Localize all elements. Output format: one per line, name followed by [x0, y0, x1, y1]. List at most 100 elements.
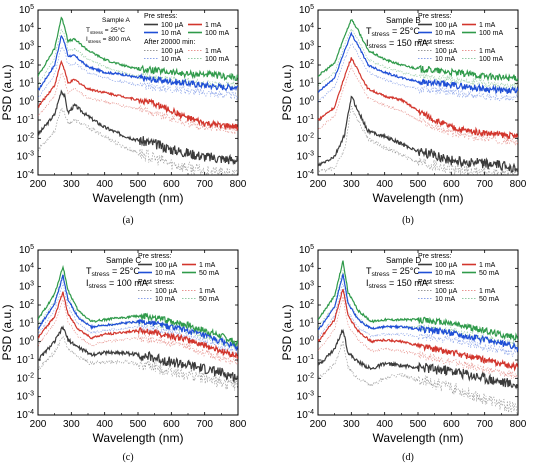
panel-caption: (b) — [402, 215, 414, 226]
y-tick-label: 10-3 — [297, 151, 314, 163]
series-post-1 — [38, 72, 238, 135]
y-tick-label: 105 — [299, 244, 314, 256]
x-axis-label: Wavelength (nm) — [93, 191, 184, 205]
y-tick-label: 100 — [19, 336, 34, 348]
sample-name: Sample B — [386, 16, 421, 25]
y-tick-label: 10-2 — [17, 132, 34, 144]
legend-entry: 100 µA — [435, 22, 458, 29]
legend-entry: 10 mA — [161, 30, 182, 37]
x-tick-label: 300 — [63, 179, 80, 190]
series-pre-0 — [318, 95, 518, 173]
y-tick-label: 103 — [19, 281, 34, 293]
y-tick-label: 100 — [19, 96, 34, 108]
x-tick-label: 200 — [310, 419, 327, 430]
legend-entry: 1 mA — [205, 48, 222, 55]
legend-entry: 100 µA — [161, 22, 184, 29]
legend-entry: 100 mA — [479, 30, 503, 37]
sample-name: Sample C — [106, 256, 141, 265]
stress-temperature: Tstress = 25°C — [86, 26, 125, 36]
x-axis-label: Wavelength (nm) — [373, 191, 464, 205]
x-tick-label: 300 — [63, 419, 80, 430]
y-tick-label: 102 — [299, 299, 314, 311]
panel-caption: (c) — [122, 452, 133, 463]
legend-entry: 1 mA — [479, 22, 496, 29]
y-tick-label: 10-2 — [297, 132, 314, 144]
series-group — [318, 260, 518, 415]
x-tick-label: 800 — [510, 419, 527, 430]
legend: Pre stress: 100 µA 1 mA 10 mA 50 mA Post stre… — [418, 253, 500, 303]
series-pre-1 — [38, 291, 238, 359]
legend-entry: 10 mA — [435, 30, 456, 37]
series-post-2 — [318, 283, 518, 357]
legend-post-title: After 20000 min: — [144, 39, 195, 46]
x-tick-label: 300 — [343, 179, 360, 190]
y-tick-label: 105 — [19, 4, 34, 16]
y-axis-label: PSD (a.u.) — [0, 304, 14, 360]
y-tick-label: 103 — [299, 281, 314, 293]
x-tick-label: 400 — [96, 179, 113, 190]
y-tick-label: 10-3 — [17, 391, 34, 403]
y-tick-label: 10-1 — [17, 354, 34, 366]
y-tick-label: 102 — [19, 299, 34, 311]
x-tick-label: 600 — [443, 179, 460, 190]
chart-panel-3: 200 300 400 500 600 700 800 10-4 10-3 10-2 10-1 100… — [0, 244, 247, 463]
legend-entry: 1 mA — [199, 262, 216, 269]
series-pre-1 — [318, 57, 518, 141]
x-tick-label: 500 — [130, 419, 147, 430]
legend-pre-title: Pre stress: — [144, 13, 178, 20]
y-tick-label: 10-1 — [297, 114, 314, 126]
stress-current: Istress = 100 mA — [86, 278, 148, 290]
chart-panel-2: 200 300 400 500 600 700 800 10-4 10-3 10-2 10-1 100… — [280, 4, 527, 226]
y-tick-label: 10-3 — [17, 151, 34, 163]
legend-entry: 100 mA — [205, 30, 229, 37]
y-tick-label: 10-4 — [17, 409, 34, 421]
y-tick-label: 10-4 — [297, 169, 314, 181]
y-axis-label: PSD (a.u.) — [0, 64, 14, 120]
y-tick-label: 103 — [19, 41, 34, 53]
legend-entry: 50 mA — [479, 296, 500, 303]
series-pre-2 — [318, 273, 518, 353]
x-tick-label: 800 — [230, 419, 247, 430]
legend-post-title: Post stress: — [418, 279, 455, 286]
legend: Pre stress: 100 µA 1 mA 10 mA 100 mA Post str… — [418, 13, 503, 63]
legend-entry: 1 mA — [479, 262, 496, 269]
legend-entry: 100 µA — [435, 48, 458, 55]
x-tick-label: 200 — [30, 419, 47, 430]
y-tick-label: 101 — [19, 317, 34, 329]
legend: Pre stress: 100 µA 1 mA 10 mA 50 mA Post stre… — [138, 253, 220, 303]
legend-entry: 10 mA — [161, 56, 182, 63]
y-tick-label: 10-2 — [17, 372, 34, 384]
legend-pre-title: Pre stress: — [418, 13, 452, 20]
stress-temperature: Tstress = 25°C — [86, 266, 140, 278]
x-tick-label: 700 — [196, 419, 213, 430]
legend-entry: 10 mA — [435, 56, 456, 63]
series-post-1 — [318, 296, 518, 379]
legend-entry: 50 mA — [199, 270, 220, 277]
legend-entry: 1 mA — [479, 48, 496, 55]
y-tick-label: 105 — [299, 4, 314, 16]
x-tick-label: 700 — [476, 179, 493, 190]
series-pre-0 — [38, 325, 238, 384]
x-tick-label: 700 — [476, 419, 493, 430]
chart-panel-4: 200 300 400 500 600 700 800 10-4 10-3 10-2 10-1 100… — [280, 244, 527, 463]
x-tick-label: 500 — [410, 179, 427, 190]
x-tick-label: 200 — [30, 179, 47, 190]
panel-caption: (a) — [122, 215, 133, 226]
legend-entry: 100 µA — [435, 262, 458, 269]
legend-entry: 10 mA — [155, 270, 176, 277]
series-pre-3 — [38, 16, 238, 82]
y-tick-label: 104 — [19, 262, 34, 274]
series-pre-2 — [38, 274, 238, 352]
legend-entry: 10 mA — [435, 296, 456, 303]
series-post-2 — [318, 43, 518, 103]
y-tick-label: 102 — [299, 59, 314, 71]
y-tick-label: 100 — [299, 96, 314, 108]
legend-entry: 100 mA — [205, 56, 229, 63]
y-tick-label: 10-1 — [297, 354, 314, 366]
x-tick-label: 700 — [196, 179, 213, 190]
y-tick-label: 10-1 — [17, 114, 34, 126]
legend-entry: 100 µA — [435, 288, 458, 295]
